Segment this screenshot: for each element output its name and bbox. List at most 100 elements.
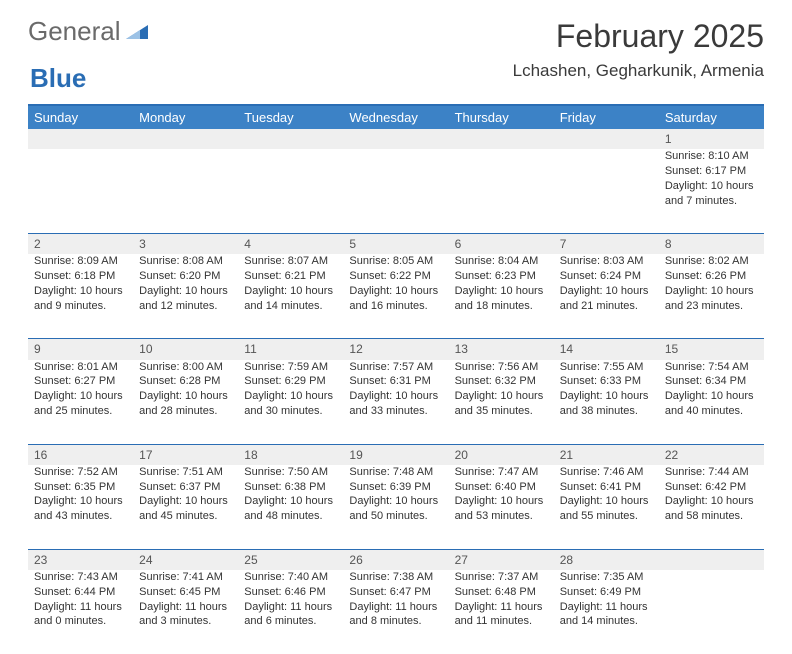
day-cell: Sunrise: 7:50 AMSunset: 6:38 PMDaylight:… [238, 465, 343, 550]
day-number: 8 [659, 234, 764, 255]
daylight2-text: and 33 minutes. [349, 404, 442, 419]
daylight1-text: Daylight: 11 hours [349, 600, 442, 615]
daylight1-text: Daylight: 10 hours [244, 389, 337, 404]
day-number: 23 [28, 549, 133, 570]
sunset-text: Sunset: 6:31 PM [349, 374, 442, 389]
daylight2-text: and 12 minutes. [139, 299, 232, 314]
daylight2-text: and 30 minutes. [244, 404, 337, 419]
sunset-text: Sunset: 6:44 PM [34, 585, 127, 600]
sunrise-text: Sunrise: 7:55 AM [560, 360, 653, 375]
daylight2-text: and 14 minutes. [560, 614, 653, 629]
day-cell: Sunrise: 8:01 AMSunset: 6:27 PMDaylight:… [28, 360, 133, 445]
day-cell [28, 149, 133, 234]
sunset-text: Sunset: 6:22 PM [349, 269, 442, 284]
day-number: 15 [659, 339, 764, 360]
sunrise-text: Sunrise: 7:47 AM [455, 465, 548, 480]
daylight2-text: and 48 minutes. [244, 509, 337, 524]
day-number [343, 129, 448, 149]
sunset-text: Sunset: 6:24 PM [560, 269, 653, 284]
daylight2-text: and 9 minutes. [34, 299, 127, 314]
day-number: 13 [449, 339, 554, 360]
day-cell: Sunrise: 8:10 AMSunset: 6:17 PMDaylight:… [659, 149, 764, 234]
daylight2-text: and 0 minutes. [34, 614, 127, 629]
daylight1-text: Daylight: 11 hours [455, 600, 548, 615]
brand-part1: General [28, 18, 121, 44]
page-title: February 2025 [513, 18, 764, 55]
day-number: 16 [28, 444, 133, 465]
day-number: 12 [343, 339, 448, 360]
daylight1-text: Daylight: 11 hours [139, 600, 232, 615]
sunset-text: Sunset: 6:23 PM [455, 269, 548, 284]
day-cell: Sunrise: 8:05 AMSunset: 6:22 PMDaylight:… [343, 254, 448, 339]
day-number: 7 [554, 234, 659, 255]
day-number: 21 [554, 444, 659, 465]
daylight2-text: and 21 minutes. [560, 299, 653, 314]
sunrise-text: Sunrise: 7:57 AM [349, 360, 442, 375]
sunset-text: Sunset: 6:27 PM [34, 374, 127, 389]
sunrise-text: Sunrise: 7:46 AM [560, 465, 653, 480]
daylight2-text: and 40 minutes. [665, 404, 758, 419]
week-row: Sunrise: 8:01 AMSunset: 6:27 PMDaylight:… [28, 360, 764, 445]
day-cell: Sunrise: 7:52 AMSunset: 6:35 PMDaylight:… [28, 465, 133, 550]
sunrise-text: Sunrise: 7:59 AM [244, 360, 337, 375]
day-number [133, 129, 238, 149]
daylight2-text: and 50 minutes. [349, 509, 442, 524]
calendar-table: Sunday Monday Tuesday Wednesday Thursday… [28, 106, 764, 654]
daynum-row: 16171819202122 [28, 444, 764, 465]
col-thursday: Thursday [449, 106, 554, 129]
day-cell: Sunrise: 8:02 AMSunset: 6:26 PMDaylight:… [659, 254, 764, 339]
sunrise-text: Sunrise: 7:44 AM [665, 465, 758, 480]
day-cell: Sunrise: 8:04 AMSunset: 6:23 PMDaylight:… [449, 254, 554, 339]
day-number: 5 [343, 234, 448, 255]
col-saturday: Saturday [659, 106, 764, 129]
day-cell: Sunrise: 8:03 AMSunset: 6:24 PMDaylight:… [554, 254, 659, 339]
daylight2-text: and 8 minutes. [349, 614, 442, 629]
col-wednesday: Wednesday [343, 106, 448, 129]
daylight2-text: and 11 minutes. [455, 614, 548, 629]
daylight2-text: and 38 minutes. [560, 404, 653, 419]
sunrise-text: Sunrise: 8:05 AM [349, 254, 442, 269]
daylight2-text: and 58 minutes. [665, 509, 758, 524]
sunset-text: Sunset: 6:39 PM [349, 480, 442, 495]
daylight1-text: Daylight: 10 hours [455, 494, 548, 509]
day-cell: Sunrise: 8:00 AMSunset: 6:28 PMDaylight:… [133, 360, 238, 445]
day-number [238, 129, 343, 149]
sunset-text: Sunset: 6:34 PM [665, 374, 758, 389]
day-number: 14 [554, 339, 659, 360]
day-cell: Sunrise: 7:54 AMSunset: 6:34 PMDaylight:… [659, 360, 764, 445]
day-number: 4 [238, 234, 343, 255]
day-cell: Sunrise: 7:46 AMSunset: 6:41 PMDaylight:… [554, 465, 659, 550]
sunrise-text: Sunrise: 7:50 AM [244, 465, 337, 480]
sunrise-text: Sunrise: 7:52 AM [34, 465, 127, 480]
daylight1-text: Daylight: 10 hours [349, 284, 442, 299]
day-cell: Sunrise: 7:47 AMSunset: 6:40 PMDaylight:… [449, 465, 554, 550]
daylight1-text: Daylight: 10 hours [139, 284, 232, 299]
day-header-row: Sunday Monday Tuesday Wednesday Thursday… [28, 106, 764, 129]
daylight1-text: Daylight: 10 hours [665, 284, 758, 299]
sunset-text: Sunset: 6:48 PM [455, 585, 548, 600]
sunrise-text: Sunrise: 8:08 AM [139, 254, 232, 269]
sunset-text: Sunset: 6:21 PM [244, 269, 337, 284]
sunset-text: Sunset: 6:28 PM [139, 374, 232, 389]
sunset-text: Sunset: 6:20 PM [139, 269, 232, 284]
day-cell: Sunrise: 7:51 AMSunset: 6:37 PMDaylight:… [133, 465, 238, 550]
daylight1-text: Daylight: 10 hours [560, 389, 653, 404]
daylight1-text: Daylight: 11 hours [34, 600, 127, 615]
daylight1-text: Daylight: 10 hours [139, 389, 232, 404]
day-number: 9 [28, 339, 133, 360]
sunset-text: Sunset: 6:41 PM [560, 480, 653, 495]
day-cell: Sunrise: 7:48 AMSunset: 6:39 PMDaylight:… [343, 465, 448, 550]
daylight2-text: and 14 minutes. [244, 299, 337, 314]
daylight1-text: Daylight: 10 hours [349, 389, 442, 404]
daylight2-text: and 18 minutes. [455, 299, 548, 314]
daylight1-text: Daylight: 10 hours [665, 389, 758, 404]
daylight1-text: Daylight: 10 hours [244, 494, 337, 509]
week-row: Sunrise: 8:10 AMSunset: 6:17 PMDaylight:… [28, 149, 764, 234]
day-number: 3 [133, 234, 238, 255]
day-number: 20 [449, 444, 554, 465]
sunrise-text: Sunrise: 7:35 AM [560, 570, 653, 585]
daylight1-text: Daylight: 10 hours [139, 494, 232, 509]
col-sunday: Sunday [28, 106, 133, 129]
sunset-text: Sunset: 6:42 PM [665, 480, 758, 495]
brand-logo: General [28, 18, 150, 44]
